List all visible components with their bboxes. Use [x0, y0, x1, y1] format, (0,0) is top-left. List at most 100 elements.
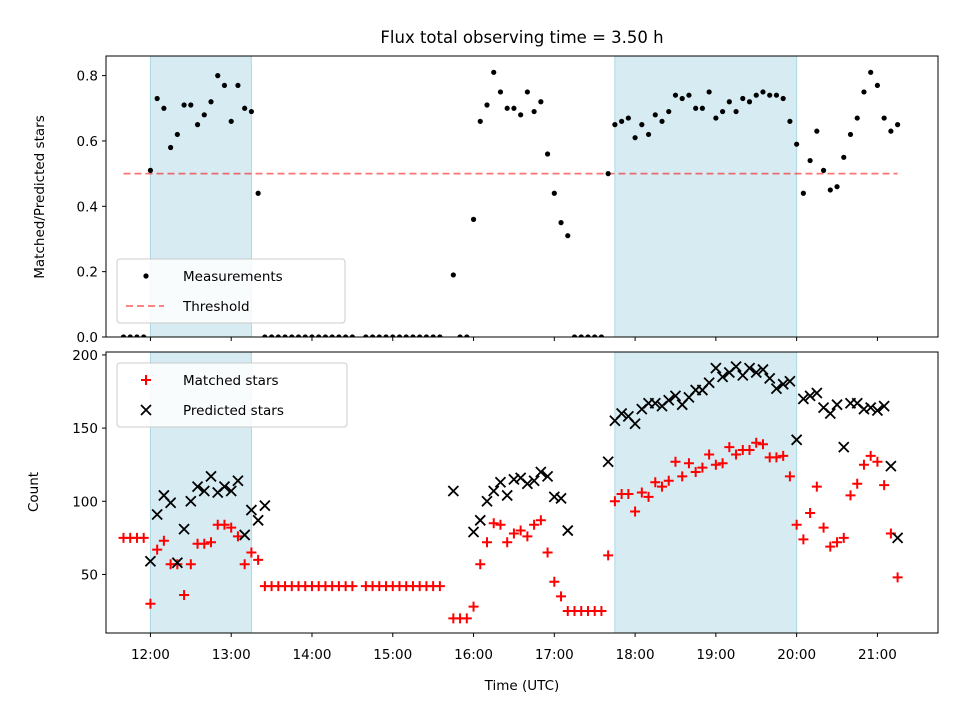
matched-point	[832, 537, 843, 548]
matched-point	[643, 491, 654, 502]
shaded-interval	[614, 55, 798, 338]
measurement-point	[544, 151, 551, 157]
chart-title: Flux total observing time = 3.50 h	[380, 28, 663, 47]
measurement-point	[457, 334, 463, 337]
measurement-point	[625, 115, 631, 121]
matched-point	[663, 475, 674, 486]
measurement-point	[571, 334, 578, 337]
matched-point	[461, 613, 472, 624]
matched-point	[879, 480, 890, 491]
matched-point	[596, 606, 607, 617]
predicted-point	[602, 456, 614, 468]
measurement-point	[565, 233, 571, 239]
predicted-point	[245, 504, 258, 516]
legend-box	[116, 258, 346, 324]
measurement-point	[309, 334, 315, 337]
predicted-point	[777, 378, 789, 390]
measurement-point	[134, 334, 140, 337]
matched-point	[185, 559, 196, 570]
measurement-point	[201, 112, 207, 118]
measurement-point	[834, 184, 840, 190]
measurement-point	[390, 334, 396, 337]
measurement-point	[255, 190, 261, 196]
measurement-point	[699, 105, 706, 111]
measurement-point	[645, 131, 652, 138]
measurement-point	[585, 334, 591, 337]
measurement-point	[174, 131, 180, 138]
measurement-point	[376, 334, 382, 337]
matched-point	[818, 522, 829, 533]
matched-point	[805, 507, 816, 518]
matched-point	[488, 518, 499, 529]
predicted-point	[797, 393, 810, 405]
y-axis-label-ratio: Matched/Predicted stars	[32, 115, 48, 278]
matched-point	[219, 519, 230, 530]
measurement-point	[706, 89, 712, 95]
measurement-point	[248, 108, 254, 115]
predicted-point	[541, 470, 554, 483]
predicted-point	[838, 441, 850, 453]
measurement-point	[349, 334, 355, 337]
matched-point	[670, 456, 681, 467]
measurement-point	[746, 99, 753, 105]
measurement-point	[807, 157, 813, 164]
data-points	[118, 360, 904, 624]
measurement-point	[773, 92, 780, 98]
measurement-point	[578, 334, 584, 337]
matched-point	[892, 572, 903, 583]
x-tick-label: 17:00	[535, 647, 574, 663]
legend-box	[116, 362, 348, 428]
measurement-point	[470, 216, 477, 222]
measurement-point	[168, 144, 174, 151]
predicted-point	[878, 400, 890, 412]
measurement-point	[188, 102, 194, 108]
data-points	[120, 69, 901, 337]
matched-point	[158, 535, 169, 546]
measurement-point	[282, 334, 288, 337]
predicted-point	[205, 470, 217, 483]
measurement-point	[329, 334, 335, 337]
matched-point	[731, 449, 742, 460]
matched-point	[556, 591, 567, 602]
predicted-point	[764, 372, 776, 384]
measurement-point	[551, 190, 557, 196]
measurement-point	[693, 105, 699, 111]
predicted-point	[474, 514, 486, 526]
measurement-point	[363, 334, 369, 337]
predicted-point	[757, 363, 769, 376]
predicted-point	[811, 387, 823, 399]
predicted-point	[710, 362, 722, 374]
measurement-point	[713, 115, 719, 121]
matched-point	[838, 532, 849, 543]
measurement-point	[268, 334, 275, 337]
predicted-point	[467, 526, 480, 538]
predicted-point	[521, 478, 534, 490]
measurement-point	[497, 89, 504, 95]
legend-marker-matched	[141, 375, 151, 385]
matched-point	[717, 458, 728, 469]
matched-point	[704, 449, 715, 460]
predicted-point	[447, 485, 459, 497]
predicted-point	[494, 476, 507, 488]
measurement-point	[450, 272, 456, 278]
y-axis-label-count: Count	[26, 472, 42, 512]
predicted-point	[555, 492, 567, 504]
measurement-point	[322, 334, 329, 337]
matched-point	[798, 534, 809, 545]
measurement-point	[666, 108, 672, 115]
predicted-point	[615, 407, 628, 420]
measurement-point	[120, 334, 127, 337]
measurement-point	[511, 105, 517, 111]
matched-point	[253, 554, 264, 565]
predicted-point	[481, 495, 493, 507]
predicted-point	[865, 401, 877, 414]
matched-point	[152, 544, 163, 555]
measurement-point	[868, 69, 874, 75]
measurement-point	[888, 128, 894, 134]
measurement-point	[423, 334, 430, 337]
matched-point	[744, 445, 755, 456]
y-tick-label: 150	[72, 421, 98, 437]
predicted-point	[663, 394, 675, 406]
measurement-point	[874, 82, 881, 89]
